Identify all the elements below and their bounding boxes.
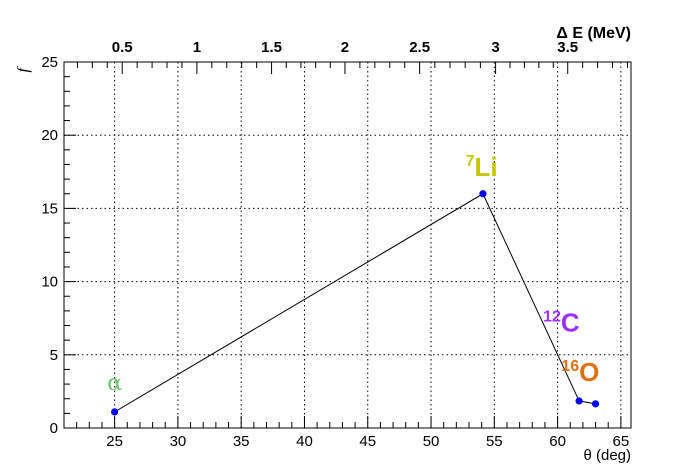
annotation-symbol: C [561, 307, 580, 337]
x2-tick-label: 2 [341, 39, 349, 56]
annotation-label: 16O [561, 357, 599, 387]
data-point [479, 190, 487, 198]
annotation-label: 7Li [466, 152, 498, 182]
x-tick-label: 30 [170, 433, 187, 450]
x-tick-label: 40 [296, 433, 313, 450]
x-tick-label: 50 [423, 433, 440, 450]
series-layer [111, 190, 600, 416]
annotation-symbol: O [579, 357, 599, 387]
y-axis-title: f [15, 65, 32, 72]
x2-tick-label: 3 [491, 39, 499, 56]
annotation-superscript: 12 [543, 308, 561, 325]
y-tick-label: 5 [50, 347, 58, 364]
x-tick-label: 60 [549, 433, 566, 450]
data-point [111, 408, 119, 416]
x-tick-label: 45 [359, 433, 376, 450]
annotation-superscript: 7 [466, 153, 475, 170]
y-tick-label: 20 [41, 127, 58, 144]
plot-frame [63, 61, 632, 429]
grid-layer [64, 62, 631, 428]
label-layer: 25 30 35 40 45 50 55 60 65 0 5 10 15 20 25 0.5 1 1.5 2 2.5 3… [15, 25, 631, 464]
x2-tick-label: 2.5 [409, 39, 430, 56]
data-point [575, 397, 583, 405]
y-tick-label: 15 [41, 200, 58, 217]
x-tick-label: 25 [106, 433, 123, 450]
annotation-symbol: Li [475, 152, 498, 182]
x2-tick-label: 1.5 [261, 39, 282, 56]
x2-tick-label: 3.5 [557, 39, 578, 56]
x-tick-label: 65 [613, 433, 630, 450]
series-line [114, 193, 596, 413]
y-tick-label: 25 [41, 54, 58, 71]
x2-tick-label: 0.5 [112, 39, 133, 56]
annotation-label: 12C [543, 307, 580, 337]
frame-layer [63, 61, 632, 429]
y-tick-label: 0 [50, 420, 58, 437]
x-tick-label: 35 [233, 433, 250, 450]
y-tick-label: 10 [41, 274, 58, 291]
x-axis-title: θ (deg) [583, 447, 631, 464]
x2-axis-title: Δ E (MeV) [556, 25, 631, 42]
data-point [591, 400, 600, 408]
annotation-superscript: 16 [561, 358, 579, 375]
annotation-layer: α 7Li 12C 16O [107, 152, 599, 396]
x-tick-label: 55 [486, 433, 503, 450]
annotation-label: α [107, 371, 122, 396]
x2-tick-label: 1 [193, 39, 201, 56]
